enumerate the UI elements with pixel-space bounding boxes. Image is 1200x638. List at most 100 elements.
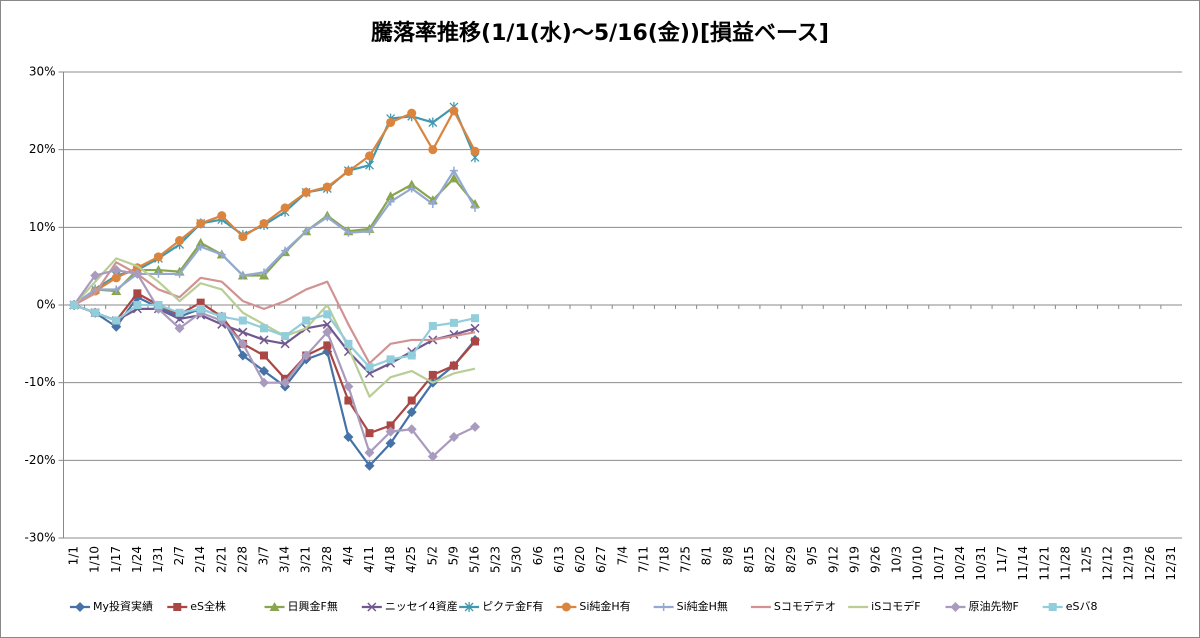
legend-item: Sコモデテオ xyxy=(750,599,836,613)
series-line xyxy=(73,296,476,467)
marker xyxy=(132,268,143,279)
marker xyxy=(323,310,332,319)
marker xyxy=(449,361,458,370)
legend-label: My投資実績 xyxy=(93,599,153,613)
marker xyxy=(196,218,206,228)
marker xyxy=(259,324,268,333)
legend-label: ピクテ金F有 xyxy=(482,599,543,613)
legend-label: ニッセイ4資産 xyxy=(385,600,458,613)
x-tick-label: 4/4 xyxy=(341,546,355,565)
marker xyxy=(386,197,395,206)
y-tick-label: 30% xyxy=(29,65,56,79)
marker xyxy=(385,438,396,449)
marker xyxy=(301,187,311,197)
x-tick-label: 6/13 xyxy=(552,546,566,573)
y-tick-label: 0% xyxy=(36,298,55,312)
marker xyxy=(365,160,374,171)
marker xyxy=(196,298,205,307)
marker xyxy=(406,179,417,189)
marker xyxy=(343,381,354,392)
marker xyxy=(237,338,248,349)
marker xyxy=(280,377,291,388)
x-tick-label: 5/16 xyxy=(468,546,482,573)
marker xyxy=(133,289,142,298)
x-tick-label: 9/26 xyxy=(868,546,882,573)
x-tick-label: 10/17 xyxy=(932,546,946,581)
x-tick-label: 10/31 xyxy=(974,546,988,581)
marker xyxy=(281,246,290,255)
x-tick-label: 7/11 xyxy=(636,546,650,573)
x-tick-label: 5/9 xyxy=(446,546,460,565)
marker xyxy=(259,351,268,360)
marker xyxy=(365,227,374,236)
y-tick-label: 20% xyxy=(29,142,56,156)
marker xyxy=(448,173,459,183)
x-tick-label: 7/25 xyxy=(679,546,693,573)
x-tick-label: 1/17 xyxy=(109,546,123,573)
x-tick-label: 9/19 xyxy=(847,546,861,573)
x-tick-label: 11/14 xyxy=(1016,546,1030,581)
legend-item: Si純金H無 xyxy=(653,599,728,613)
x-tick-label: 2/14 xyxy=(193,546,207,573)
marker xyxy=(470,146,480,156)
marker xyxy=(195,237,206,247)
x-tick-label: 12/26 xyxy=(1143,546,1157,581)
x-tick-label: 8/8 xyxy=(721,546,735,565)
marker xyxy=(112,285,121,294)
marker xyxy=(302,227,311,236)
marker xyxy=(153,252,163,262)
marker xyxy=(343,166,353,176)
marker xyxy=(561,602,571,612)
y-tick-label: 10% xyxy=(29,220,56,234)
marker xyxy=(280,339,290,349)
x-tick-label: 7/4 xyxy=(615,546,629,565)
marker xyxy=(364,460,375,471)
legend-label: 日興金F無 xyxy=(288,599,338,613)
marker xyxy=(238,271,247,280)
marker xyxy=(470,323,480,333)
legend-label: Si純金H無 xyxy=(677,599,728,613)
marker xyxy=(217,250,226,259)
marker xyxy=(406,407,417,418)
legend-item: eS全株 xyxy=(167,599,226,613)
marker xyxy=(237,350,248,361)
marker xyxy=(471,203,480,212)
marker xyxy=(407,351,416,360)
legend-item: Si純金H有 xyxy=(556,599,631,613)
marker xyxy=(407,108,417,118)
x-tick-label: 8/22 xyxy=(763,546,777,573)
marker xyxy=(470,199,481,209)
legend-label: iSコモデF xyxy=(871,599,920,613)
legend-label: 原油先物F xyxy=(968,599,1018,613)
x-tick-label: 6/27 xyxy=(594,546,608,573)
marker xyxy=(471,314,480,323)
marker xyxy=(238,316,247,325)
marker xyxy=(428,370,437,379)
chart-title: 騰落率推移(1/1(水)～5/16(金))[損益ベース] xyxy=(371,20,829,46)
marker xyxy=(367,602,377,612)
marker xyxy=(322,319,332,329)
marker xyxy=(950,602,961,612)
marker xyxy=(302,316,311,325)
marker xyxy=(407,184,416,193)
legend-label: eS全株 xyxy=(190,599,226,613)
x-tick-label: 3/28 xyxy=(320,546,334,573)
marker xyxy=(428,321,437,330)
legend-item: My投資実績 xyxy=(70,599,153,613)
marker xyxy=(112,316,121,325)
marker xyxy=(344,228,353,237)
marker xyxy=(322,327,333,338)
marker xyxy=(323,213,332,222)
marker xyxy=(365,429,374,438)
marker xyxy=(111,273,121,283)
x-tick-label: 12/5 xyxy=(1080,546,1094,573)
marker xyxy=(427,451,438,462)
marker xyxy=(428,200,437,209)
marker xyxy=(175,269,184,278)
x-tick-label: 3/21 xyxy=(299,546,313,573)
marker xyxy=(1048,603,1057,611)
legend-label: Si純金H有 xyxy=(579,599,630,613)
x-tick-label: 5/2 xyxy=(425,546,439,565)
marker xyxy=(343,432,354,443)
